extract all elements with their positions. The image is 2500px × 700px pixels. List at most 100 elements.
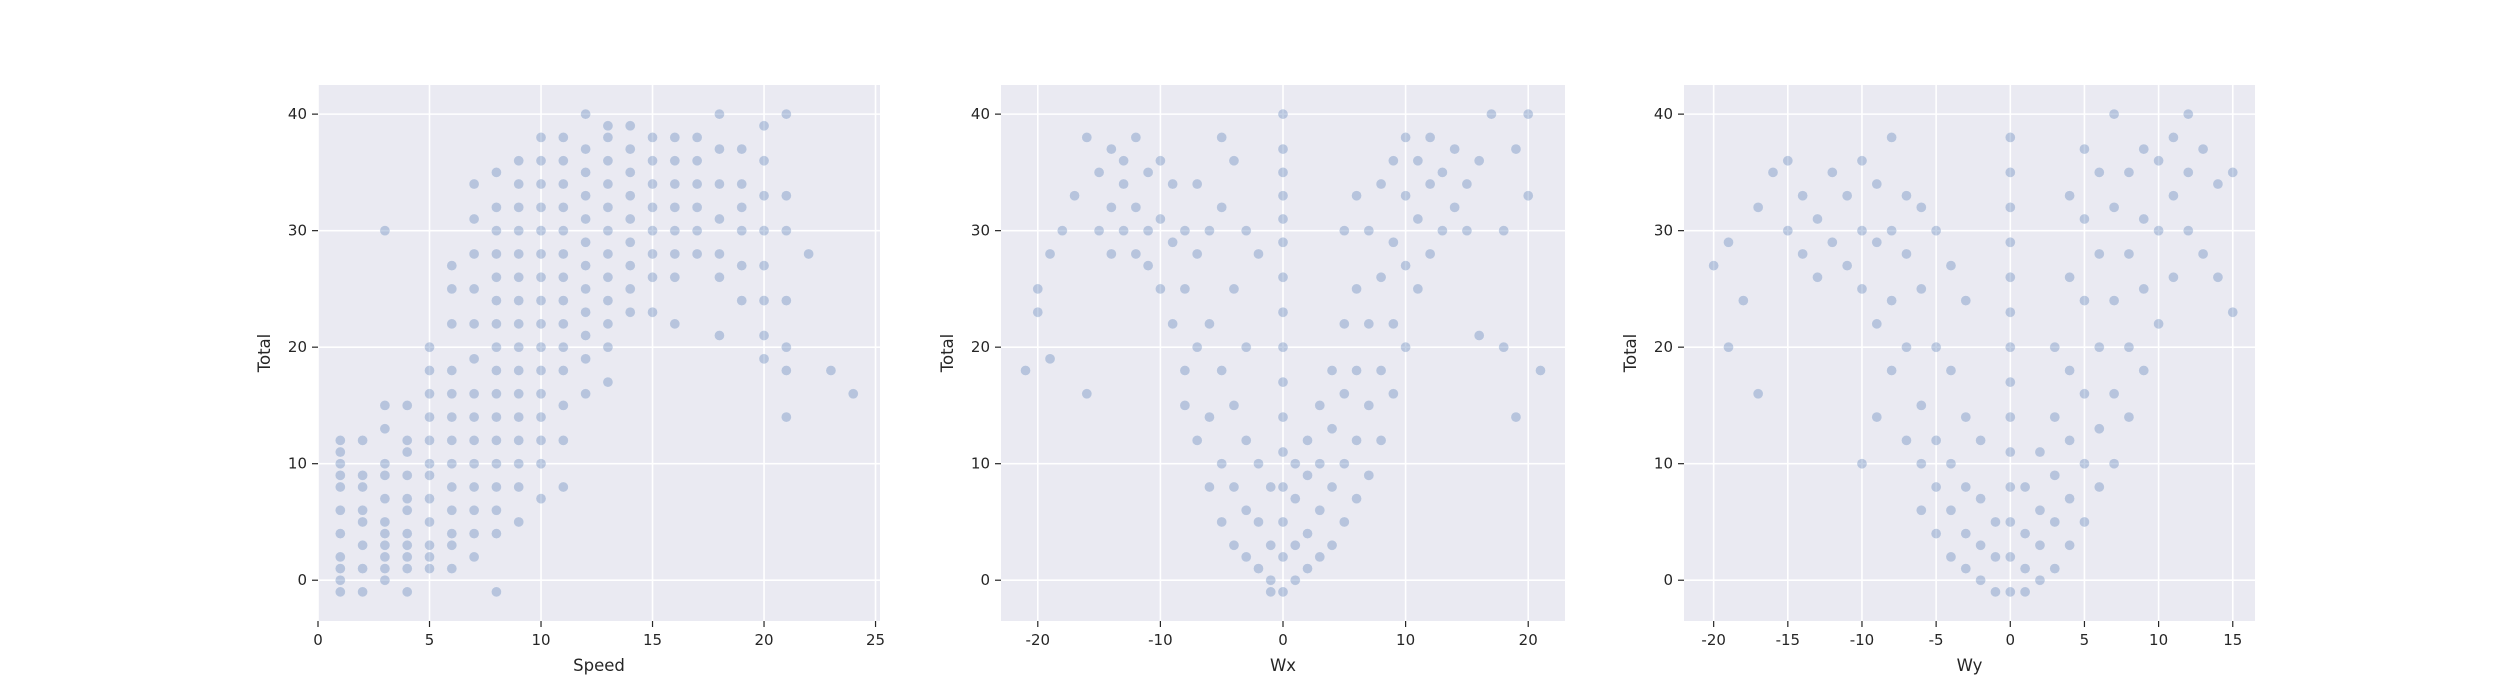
scatter-point: [1277, 213, 1289, 225]
y-tick-label: 30: [971, 222, 990, 240]
scatter-point: [491, 458, 502, 469]
scatter-point: [1277, 272, 1289, 283]
scatter-point: [2168, 132, 2179, 143]
scatter-point: [2153, 225, 2164, 236]
scatter-point: [714, 272, 725, 283]
scatter-point: [602, 341, 614, 353]
scatter-point: [1265, 586, 1276, 598]
scatter-point: [1130, 248, 1142, 260]
scatter-point: [1290, 458, 1301, 469]
scatter-point: [1901, 341, 1912, 353]
scatter-point: [1142, 260, 1154, 271]
scatter-point: [1945, 260, 1957, 271]
scatter-point: [401, 493, 413, 504]
scatter-point: [1856, 283, 1868, 295]
scatter-point: [1240, 435, 1252, 446]
scatter-point: [1179, 283, 1191, 295]
x-tick-label: 0: [313, 631, 323, 649]
scatter-point: [2108, 295, 2120, 306]
scatter-point: [2049, 516, 2061, 528]
scatter-point: [1437, 167, 1448, 178]
scatter-point: [1277, 306, 1289, 318]
scatter-point: [2019, 528, 2031, 539]
scatter-point: [1886, 225, 1897, 236]
y-tick-label: 10: [971, 455, 990, 473]
scatter-point: [424, 563, 435, 574]
scatter-point: [2227, 167, 2239, 178]
scatter-point: [2049, 411, 2061, 423]
scatter-point: [1290, 493, 1301, 504]
scatter-point: [1339, 225, 1350, 236]
scatter-point: [1240, 551, 1252, 563]
scatter-point: [1277, 143, 1289, 155]
scatter-point: [2094, 423, 2105, 434]
x-tick-label: 10: [1396, 631, 1415, 649]
scatter-point: [1290, 574, 1301, 586]
scatter-point: [1916, 458, 1927, 469]
scatter-point: [1314, 551, 1326, 563]
scatter-point: [1473, 155, 1485, 166]
scatter-point: [1277, 551, 1289, 563]
scatter-point: [1522, 108, 1534, 120]
scatter-point: [446, 458, 458, 469]
scatter-point: [1216, 516, 1227, 528]
scatter-point: [535, 202, 547, 213]
scatter-point: [1782, 155, 1794, 166]
scatter-point: [624, 167, 636, 178]
scatter-point: [1375, 365, 1387, 376]
scatter-point: [2064, 540, 2075, 551]
scatter-point: [491, 505, 502, 516]
scatter-point: [558, 295, 569, 306]
scatter-point: [1167, 318, 1178, 330]
scatter-point: [491, 167, 502, 178]
scatter-point: [379, 574, 391, 586]
scatter-point: [1510, 411, 1522, 423]
scatter-point: [781, 225, 792, 236]
scatter-point: [491, 586, 502, 598]
scatter-point: [2079, 295, 2090, 306]
scatter-point: [2005, 306, 2016, 318]
scatter-point: [401, 470, 413, 481]
scatter-point: [1204, 411, 1215, 423]
scatter-point: [758, 353, 770, 365]
y-tick-label: 10: [288, 455, 307, 473]
scatter-point: [424, 540, 435, 551]
scatter-point: [1277, 167, 1289, 178]
scatter-point: [2005, 341, 2016, 353]
scatter-point: [2108, 458, 2120, 469]
scatter-point: [1797, 248, 1808, 260]
scatter-point: [446, 540, 458, 551]
scatter-point: [2064, 272, 2075, 283]
scatter-point: [558, 202, 569, 213]
scatter-point: [2049, 470, 2061, 481]
scatter-point: [2123, 411, 2135, 423]
scatter-point: [714, 143, 725, 155]
scatter-point: [558, 248, 569, 260]
scatter-point: [1767, 167, 1779, 178]
scatter-point: [401, 400, 413, 411]
scatter-point: [1240, 341, 1252, 353]
scatter-point: [1945, 458, 1957, 469]
scatter-point: [624, 143, 636, 155]
scatter-point: [602, 225, 614, 236]
scatter-point: [446, 435, 458, 446]
scatter-point: [535, 178, 547, 190]
scatter-point: [647, 248, 658, 260]
scatter-point: [691, 202, 703, 213]
scatter-point: [401, 540, 413, 551]
scatter-point: [1081, 132, 1093, 143]
scatter-point: [379, 423, 391, 434]
scatter-point: [1204, 225, 1215, 236]
scatter-point: [424, 470, 435, 481]
scatter-point: [535, 295, 547, 306]
scatter-point: [513, 388, 524, 400]
scatter-point: [1228, 540, 1240, 551]
scatter-point: [535, 272, 547, 283]
scatter-point: [513, 248, 524, 260]
scatter-point: [468, 435, 480, 446]
scatter-point: [513, 272, 524, 283]
x-axis-label: Speed: [573, 656, 625, 675]
scatter-point: [513, 365, 524, 376]
scatter-point: [1351, 283, 1362, 295]
scatter-point: [1400, 341, 1411, 353]
